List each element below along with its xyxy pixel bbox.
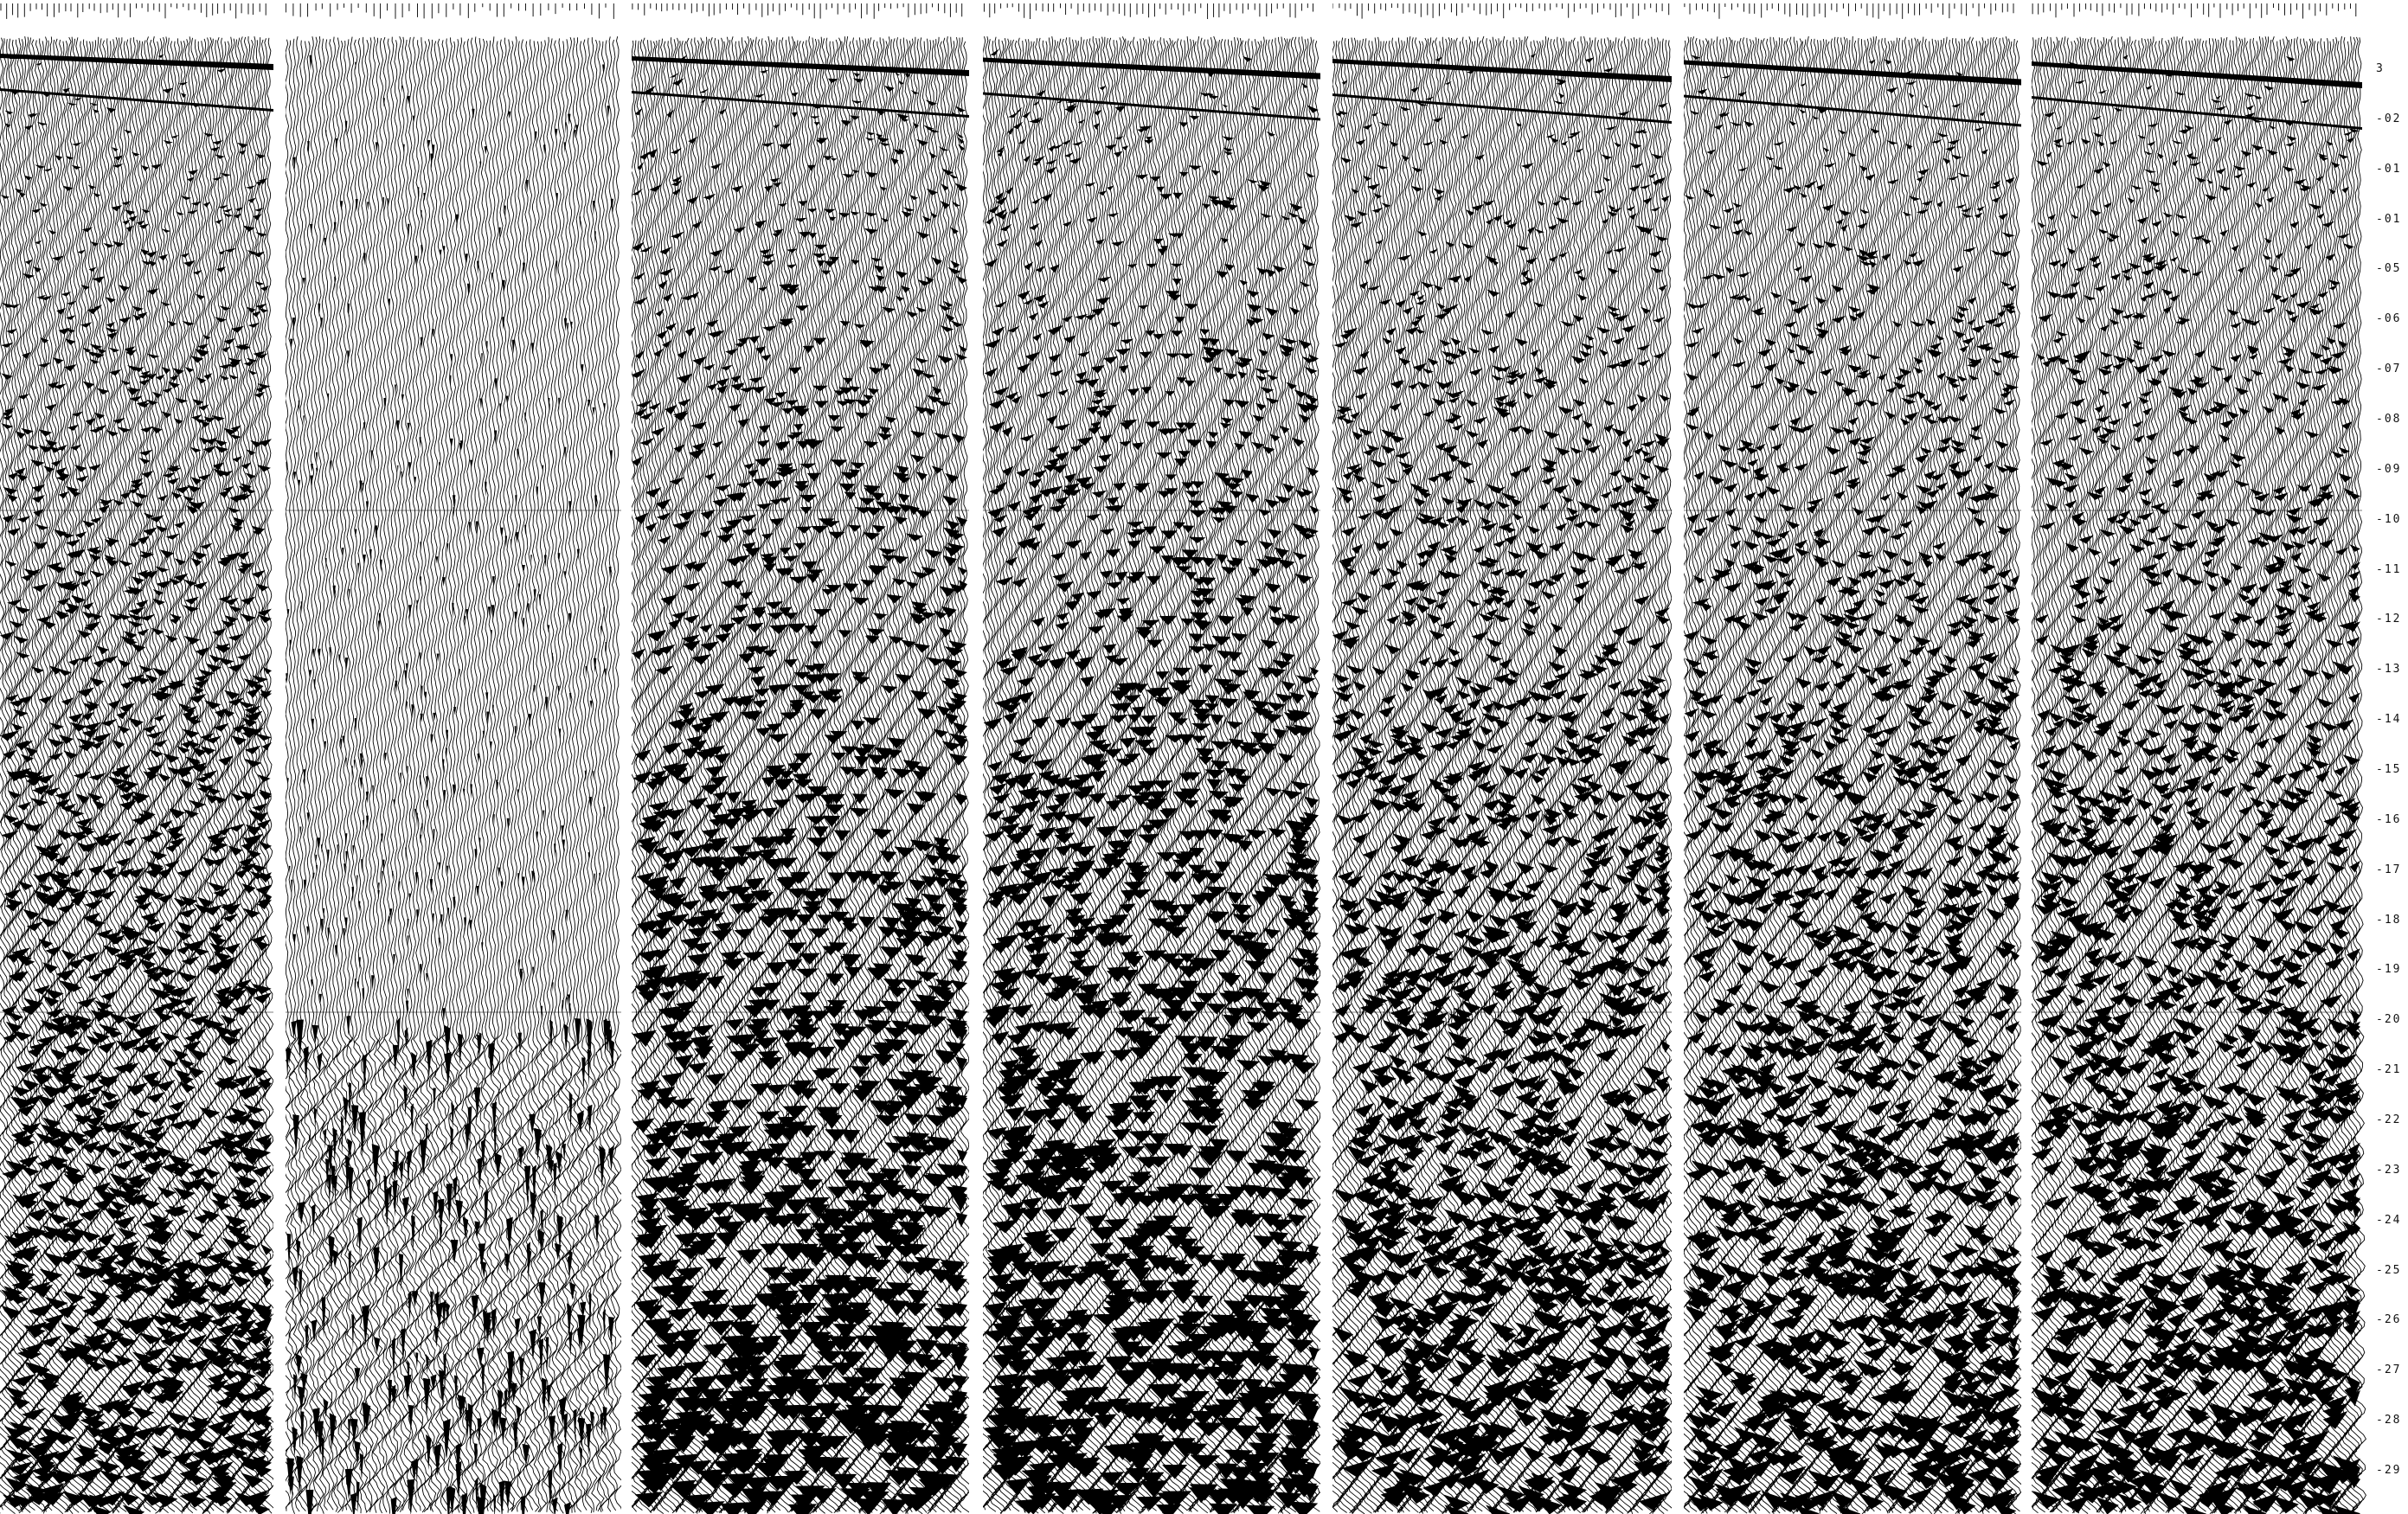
panel-gutter — [1320, 0, 1332, 1514]
time-axis-label: -11 — [2376, 564, 2401, 576]
time-axis-label: -15 — [2376, 764, 2401, 776]
panel-gutter — [2021, 0, 2032, 1514]
time-axis-label: -21 — [2376, 1064, 2401, 1076]
time-axis-label: -01 — [2376, 214, 2401, 226]
panel-gutter — [621, 0, 632, 1514]
time-axis-label: -12 — [2376, 613, 2401, 625]
time-axis-label: -28 — [2376, 1415, 2401, 1427]
time-axis-label: -29 — [2376, 1465, 2401, 1477]
time-axis-label: -22 — [2376, 1114, 2401, 1126]
time-axis-label: -01 — [2376, 164, 2401, 176]
time-axis: 3 -02 -01 -01 -05 -06 -07 -08 -09 -10 -11 -12 -13 -14… — [2371, 0, 2408, 1514]
time-axis-label: -08 — [2376, 414, 2401, 426]
time-axis-label: -18 — [2376, 914, 2401, 927]
time-axis-label: -16 — [2376, 814, 2401, 826]
time-axis-label: -23 — [2376, 1164, 2401, 1177]
time-axis-label: -24 — [2376, 1215, 2401, 1227]
time-axis-label: -02 — [2376, 113, 2401, 125]
time-axis-label: -20 — [2376, 1014, 2401, 1026]
time-axis-label: -19 — [2376, 964, 2401, 976]
time-axis-label: -07 — [2376, 363, 2401, 375]
time-axis-label: -09 — [2376, 464, 2401, 476]
time-axis-label: -25 — [2376, 1265, 2401, 1277]
time-axis-label: -06 — [2376, 313, 2401, 325]
time-axis-label: -05 — [2376, 263, 2401, 275]
time-axis-label: -17 — [2376, 864, 2401, 876]
time-axis-label: 3 — [2376, 63, 2385, 75]
time-axis-label: -10 — [2376, 514, 2401, 526]
time-axis-label: -26 — [2376, 1314, 2401, 1326]
panel-gutter — [273, 0, 286, 1514]
panel-gutter — [1672, 0, 1684, 1514]
time-axis-label: -13 — [2376, 664, 2401, 676]
time-axis-label: -14 — [2376, 714, 2401, 726]
time-axis-label: -27 — [2376, 1364, 2401, 1376]
panel-gutter — [969, 0, 983, 1514]
